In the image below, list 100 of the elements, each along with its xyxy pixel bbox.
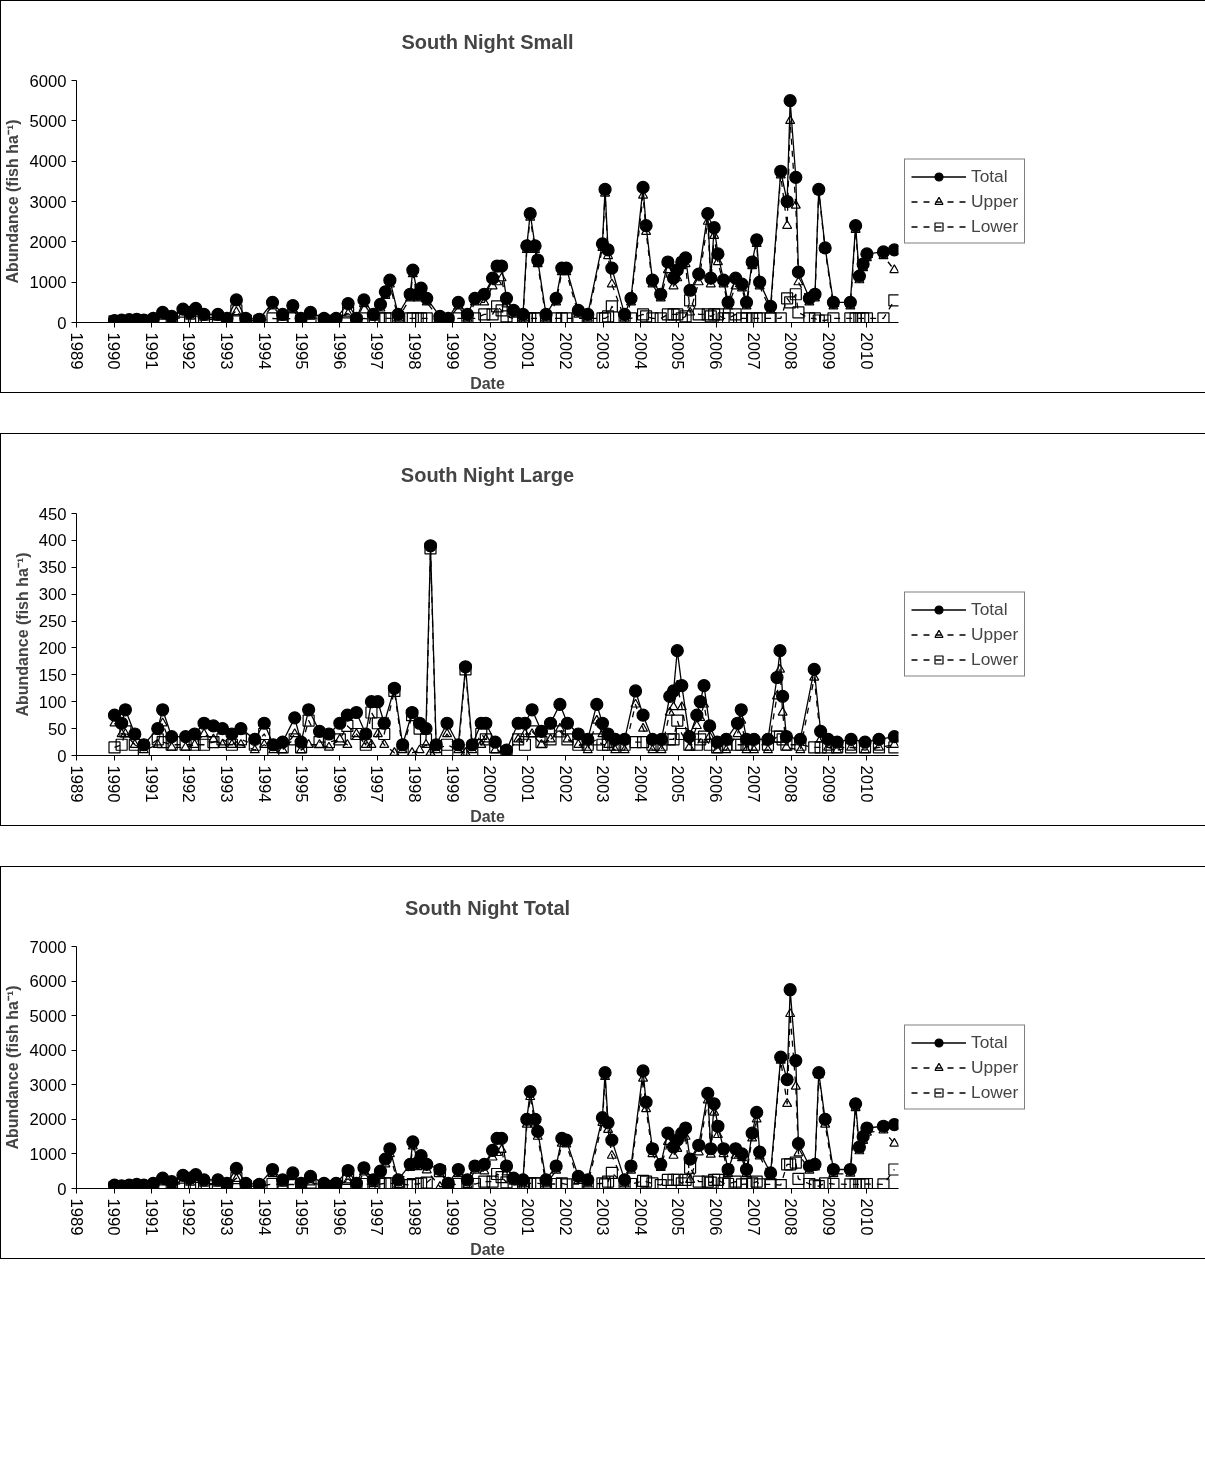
x-axis-title: Date <box>470 374 505 392</box>
x-tick-label: 2005 <box>668 1198 688 1236</box>
x-tick-label: 1991 <box>141 332 161 370</box>
y-tick-label: 0 <box>57 313 67 333</box>
y-tick-label: 300 <box>38 585 67 605</box>
x-tick-label: 2001 <box>517 1198 537 1236</box>
x-tick-label: 1998 <box>405 1198 425 1236</box>
x-tick-label: 1992 <box>179 765 199 803</box>
x-tick-label: 1990 <box>104 332 124 370</box>
x-tick-label: 2010 <box>856 332 876 370</box>
x-tick-label: 2006 <box>706 1198 726 1236</box>
y-tick-label: 4000 <box>29 1041 67 1061</box>
x-tick-label: 1990 <box>104 1198 124 1236</box>
x-tick-label: 1999 <box>442 765 462 803</box>
x-tick-label: 1994 <box>254 765 274 803</box>
x-tick-label: 2003 <box>593 765 613 803</box>
x-tick-label: 1993 <box>216 332 236 370</box>
legend-label: Total <box>971 165 1008 187</box>
x-tick-label: 2002 <box>555 332 575 370</box>
y-tick-label: 450 <box>38 504 67 524</box>
x-tick-label: 1995 <box>292 1198 312 1236</box>
y-tick-label: 250 <box>38 612 67 632</box>
x-tick-label: 2001 <box>517 765 537 803</box>
x-tick-label: 1997 <box>367 332 387 370</box>
x-tick-label: 2000 <box>480 765 500 803</box>
x-tick-label: 1989 <box>66 1198 86 1236</box>
y-tick-label: 5000 <box>29 111 67 131</box>
x-tick-label: 2007 <box>743 765 763 803</box>
y-axis-title: Abundance (fish ha⁻¹) <box>13 552 31 717</box>
x-tick-label: 1996 <box>329 332 349 370</box>
y-tick-label: 1000 <box>29 273 67 293</box>
y-tick-label: 0 <box>57 746 67 766</box>
x-tick-label: 1989 <box>66 332 86 370</box>
legend-label: Upper <box>971 190 1019 212</box>
x-tick-label: 2009 <box>818 765 838 803</box>
y-tick-label: 400 <box>38 531 67 551</box>
x-tick-label: 2009 <box>818 332 838 370</box>
x-tick-label: 2004 <box>630 765 650 803</box>
x-tick-label: 2004 <box>630 1198 650 1236</box>
x-tick-label: 1993 <box>216 765 236 803</box>
x-tick-label: 2005 <box>668 332 688 370</box>
y-tick-label: 150 <box>38 665 67 685</box>
x-tick-label: 1991 <box>141 1198 161 1236</box>
y-tick-label: 0 <box>57 1179 67 1199</box>
x-tick-label: 1999 <box>442 1198 462 1236</box>
y-tick-label: 4000 <box>29 152 67 172</box>
x-tick-label: 2000 <box>480 332 500 370</box>
y-tick-label: 2000 <box>29 1110 67 1130</box>
x-tick-label: 2002 <box>555 765 575 803</box>
x-tick-label: 1993 <box>216 1198 236 1236</box>
legend-label: Lower <box>971 215 1019 237</box>
x-tick-label: 2009 <box>818 1198 838 1236</box>
x-axis-title: Date <box>470 807 505 825</box>
x-tick-label: 1997 <box>367 1198 387 1236</box>
x-tick-label: 1992 <box>179 332 199 370</box>
x-tick-label: 1992 <box>179 1198 199 1236</box>
x-tick-label: 1991 <box>141 765 161 803</box>
x-tick-label: 1989 <box>66 765 86 803</box>
chart-title: South Night Total <box>404 897 571 919</box>
y-tick-label: 3000 <box>29 192 67 212</box>
x-tick-label: 2000 <box>480 1198 500 1236</box>
x-tick-label: 2008 <box>781 765 801 803</box>
x-tick-label: 1995 <box>292 332 312 370</box>
x-tick-label: 2003 <box>593 1198 613 1236</box>
legend-label: Total <box>971 598 1008 620</box>
x-tick-label: 2003 <box>593 332 613 370</box>
x-tick-label: 1995 <box>292 765 312 803</box>
x-tick-label: 1998 <box>405 765 425 803</box>
legend-label: Upper <box>971 623 1019 645</box>
chart-title: South Night Large <box>400 464 575 486</box>
x-tick-label: 1998 <box>405 332 425 370</box>
x-tick-label: 2006 <box>706 765 726 803</box>
x-tick-label: 1996 <box>329 765 349 803</box>
legend-label: Total <box>971 1031 1008 1053</box>
legend-label: Lower <box>971 648 1019 670</box>
x-tick-label: 2008 <box>781 1198 801 1236</box>
x-tick-label: 1994 <box>254 1198 274 1236</box>
y-tick-label: 3000 <box>29 1075 67 1095</box>
chart-title: South Night Small <box>401 31 574 53</box>
x-tick-label: 2004 <box>630 332 650 370</box>
x-tick-label: 2010 <box>856 1198 876 1236</box>
y-tick-label: 2000 <box>29 232 67 252</box>
y-tick-label: 6000 <box>29 972 67 992</box>
y-tick-label: 5000 <box>29 1006 67 1026</box>
y-tick-label: 7000 <box>29 937 67 957</box>
y-axis-title: Abundance (fish ha⁻¹) <box>4 119 22 284</box>
x-tick-label: 2010 <box>856 765 876 803</box>
y-axis-title: Abundance (fish ha⁻¹) <box>4 985 22 1150</box>
y-tick-label: 200 <box>38 638 67 658</box>
legend-label: Upper <box>971 1056 1019 1078</box>
x-tick-label: 1994 <box>254 332 274 370</box>
y-tick-label: 350 <box>38 558 67 578</box>
x-tick-label: 2007 <box>743 1198 763 1236</box>
x-tick-label: 1999 <box>442 332 462 370</box>
y-tick-label: 50 <box>47 719 67 739</box>
x-axis-title: Date <box>470 1240 505 1258</box>
x-tick-label: 1990 <box>104 765 124 803</box>
x-tick-label: 2007 <box>743 332 763 370</box>
x-tick-label: 2008 <box>781 332 801 370</box>
y-tick-label: 6000 <box>29 71 67 91</box>
